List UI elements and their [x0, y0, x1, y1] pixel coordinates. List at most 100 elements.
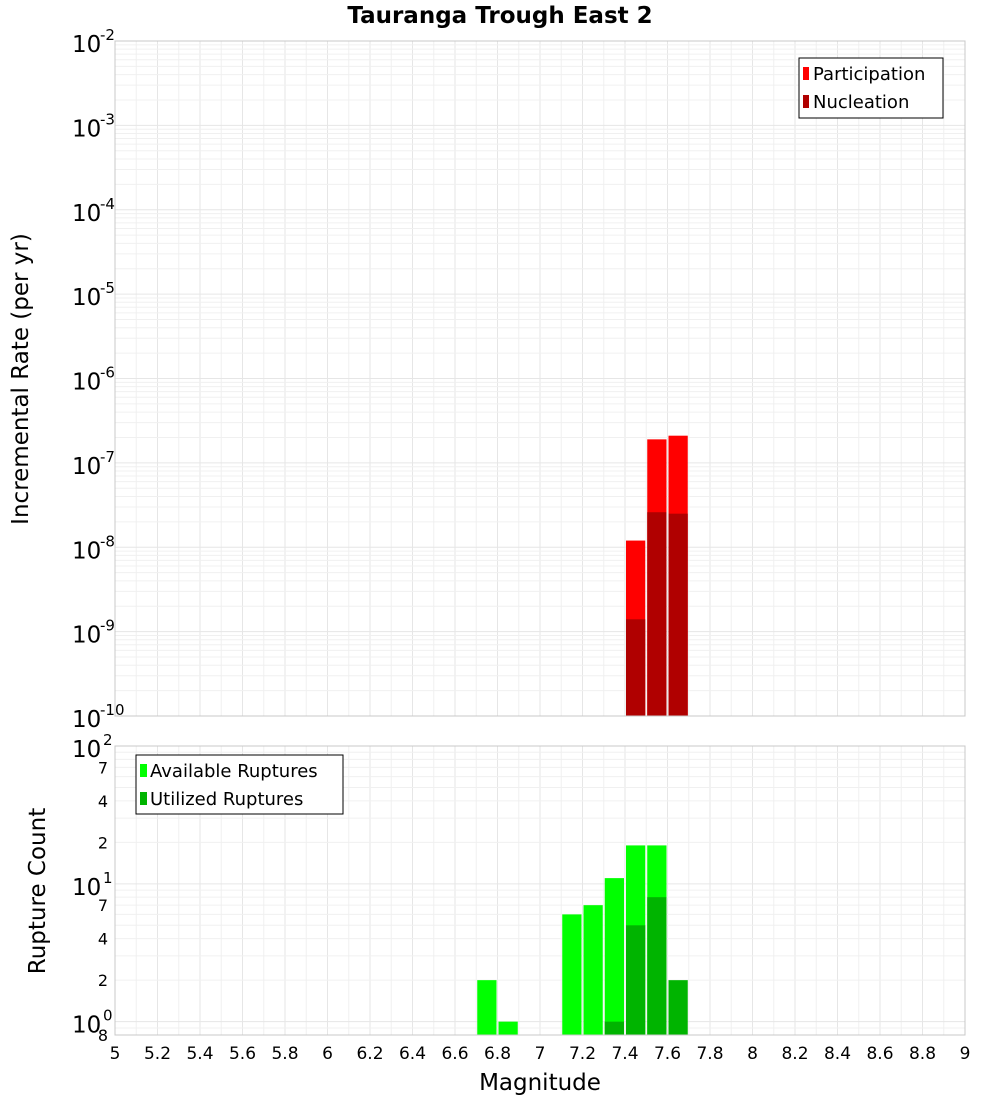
bottom-y-tick-label: 10 2 — [72, 731, 113, 763]
x-tick-label: 8.4 — [824, 1044, 851, 1064]
legend-swatch-nucleation — [803, 95, 809, 108]
chart-title: Tauranga Trough East 2 — [347, 3, 652, 29]
bottom-y-minor-tick-label: 2 — [98, 833, 108, 852]
legend-label-nucleation: Nucleation — [813, 92, 909, 113]
top-bar-nucleation — [647, 512, 667, 716]
x-tick-label: 5.6 — [229, 1044, 256, 1064]
x-tick-label: 5.2 — [144, 1044, 171, 1064]
bottom-bar-utilized-ruptures — [647, 897, 667, 1035]
y-tick-exponent: -4 — [100, 195, 115, 213]
y-tick-base: 10 — [72, 707, 101, 733]
bottom-bar-available-ruptures — [562, 914, 582, 1035]
top-y-tick-label: 10-9 — [72, 617, 115, 649]
top-bar-nucleation — [668, 513, 688, 716]
y-tick-base: 10 — [72, 538, 101, 564]
y-tick-exponent: -8 — [100, 532, 115, 550]
x-tick-label: 7.4 — [611, 1044, 638, 1064]
y-tick-exponent: -5 — [100, 279, 115, 297]
top-y-tick-label: 10-4 — [72, 195, 115, 227]
y-tick-base: 10 — [72, 454, 101, 480]
top-plot-frame — [114, 40, 966, 717]
top-y-tick-labels: 10-210-310-410-510-610-710-810-910-10 — [72, 26, 125, 733]
x-tick-label: 8.8 — [909, 1044, 936, 1064]
top-y-tick-label: 10-2 — [72, 26, 115, 58]
top-y-tick-label: 10-10 — [72, 701, 125, 733]
x-tick-label: 5 — [110, 1044, 121, 1064]
y-tick-exponent: -6 — [100, 364, 115, 382]
x-axis-title: Magnitude — [479, 1070, 601, 1096]
bottom-bar-utilized-ruptures — [604, 1021, 624, 1035]
bottom-bar-available-ruptures — [498, 1021, 518, 1035]
y-tick-base: 10 — [72, 370, 101, 396]
top-bar-nucleation — [626, 619, 646, 716]
bottom-bar-utilized-ruptures — [626, 925, 646, 1035]
bottom-y-axis-title: Rupture Count — [25, 808, 51, 974]
x-tick-label: 5.8 — [271, 1044, 298, 1064]
top-gridlines — [114, 41, 966, 717]
bottom-legend: Available Ruptures Utilized Ruptures — [135, 754, 344, 815]
bottom-legend-box — [135, 754, 344, 815]
bottom-y-minor-tick-label: 4 — [98, 930, 108, 949]
bottom-y-minor-tick-label: 8 — [98, 1026, 108, 1045]
top-legend-box — [798, 57, 944, 119]
y-tick-exponent: 2 — [103, 731, 113, 749]
y-tick-exponent: -10 — [100, 701, 125, 719]
bottom-plot-frame — [114, 745, 966, 1036]
legend-label-utilized-ruptures: Utilized Ruptures — [150, 789, 303, 810]
top-legend: Participation Nucleation — [798, 57, 944, 119]
x-tick-label: 7.6 — [654, 1044, 681, 1064]
bottom-y-minor-tick-label: 4 — [98, 792, 108, 811]
top-y-tick-label: 10-3 — [72, 110, 115, 142]
bottom-y-minor-tick-label: 2 — [98, 971, 108, 990]
x-tick-label: 6.4 — [399, 1044, 426, 1064]
x-tick-label: 5.4 — [186, 1044, 213, 1064]
bottom-bar-available-ruptures — [477, 980, 497, 1035]
x-tick-label: 7 — [535, 1044, 546, 1064]
x-tick-label: 6 — [322, 1044, 333, 1064]
bottom-y-minor-tick-label: 7 — [98, 758, 108, 777]
bottom-bar-available-ruptures — [583, 905, 603, 1035]
bottom-y-minor-tick-label: 7 — [98, 896, 108, 915]
bottom-bar-utilized-ruptures — [668, 980, 688, 1035]
top-y-axis-title: Incremental Rate (per yr) — [8, 233, 34, 525]
y-tick-base: 10 — [72, 32, 101, 58]
y-tick-base: 10 — [72, 1013, 101, 1039]
y-tick-exponent: -3 — [100, 110, 115, 128]
y-tick-exponent: 0 — [103, 1007, 113, 1025]
top-plot: 10-210-310-410-510-610-710-810-910-10 In… — [8, 26, 966, 733]
x-tick-label: 9 — [960, 1044, 971, 1064]
x-tick-label: 8.2 — [781, 1044, 808, 1064]
x-tick-labels: 5 5.2 5.4 5.6 5.8 6 6.2 6.4 6.6 6.8 7 7.2 7.4 7.6 7.8 8… — [110, 1044, 971, 1064]
x-tick-label: 6.6 — [441, 1044, 468, 1064]
y-tick-exponent: -2 — [100, 26, 115, 44]
top-bars — [626, 435, 688, 716]
legend-swatch-participation — [803, 67, 809, 80]
x-tick-label: 6.8 — [484, 1044, 511, 1064]
top-y-tick-label: 10-8 — [72, 532, 115, 564]
y-tick-base: 10 — [72, 875, 101, 901]
y-tick-exponent: -9 — [100, 617, 115, 635]
y-tick-exponent: 1 — [103, 869, 113, 887]
legend-label-participation: Participation — [813, 64, 925, 85]
legend-swatch-utilized-ruptures — [140, 792, 147, 805]
y-tick-base: 10 — [72, 623, 101, 649]
x-tick-label: 8.6 — [866, 1044, 893, 1064]
y-tick-exponent: -7 — [100, 448, 115, 466]
bottom-y-tick-label: 10 0 — [72, 1007, 113, 1039]
top-y-tick-label: 10-6 — [72, 364, 115, 396]
top-y-tick-label: 10-7 — [72, 448, 115, 480]
top-y-tick-label: 10-5 — [72, 279, 115, 311]
bottom-bar-available-ruptures — [604, 878, 624, 1035]
y-tick-base: 10 — [72, 737, 101, 763]
bottom-y-tick-label: 10 1 — [72, 869, 113, 901]
x-tick-label: 8 — [747, 1044, 758, 1064]
legend-swatch-available-ruptures — [140, 764, 147, 777]
bottom-bars — [477, 845, 688, 1035]
y-tick-base: 10 — [72, 116, 101, 142]
y-tick-base: 10 — [72, 201, 101, 227]
y-tick-base: 10 — [72, 285, 101, 311]
legend-label-available-ruptures: Available Ruptures — [150, 761, 318, 782]
